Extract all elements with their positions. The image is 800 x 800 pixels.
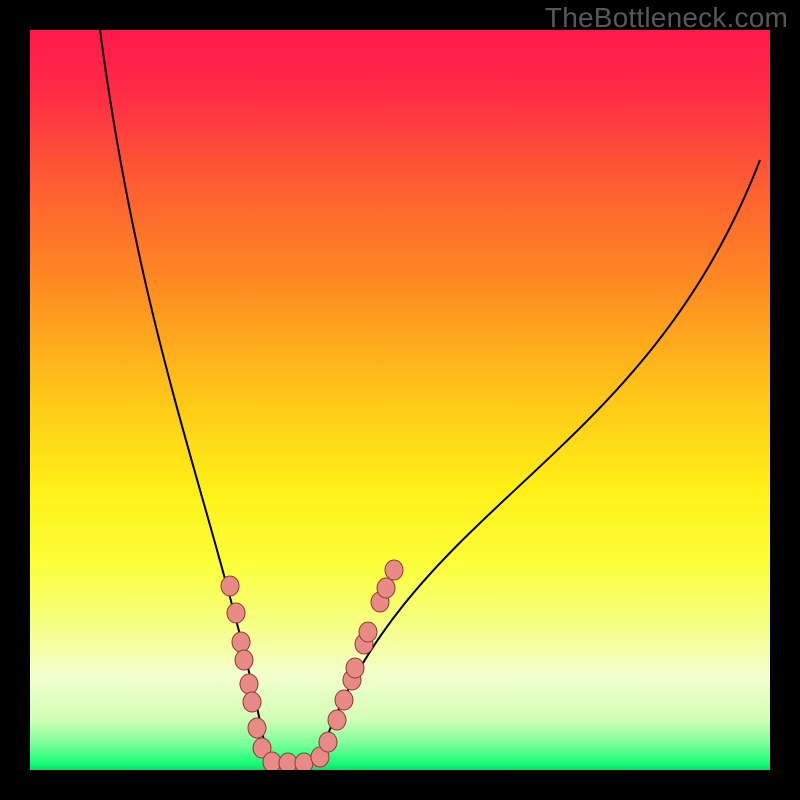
curve-marker [248,718,266,738]
curve-marker [232,632,250,652]
curve-marker [335,690,353,710]
curve-marker [235,650,253,670]
curve-marker [359,622,377,642]
curve-marker [243,692,261,712]
curve-marker [279,753,297,770]
bottleneck-v-chart [30,30,770,770]
chart-plot-area [30,30,770,770]
curve-marker [295,753,313,770]
curve-marker [221,576,239,596]
curve-marker [227,603,245,623]
curve-marker [240,674,258,694]
curve-marker [385,560,403,580]
curve-marker [263,752,281,770]
curve-marker [377,578,395,598]
curve-marker [319,732,337,752]
gradient-background [30,30,770,770]
curve-marker [328,710,346,730]
curve-marker [346,658,364,678]
